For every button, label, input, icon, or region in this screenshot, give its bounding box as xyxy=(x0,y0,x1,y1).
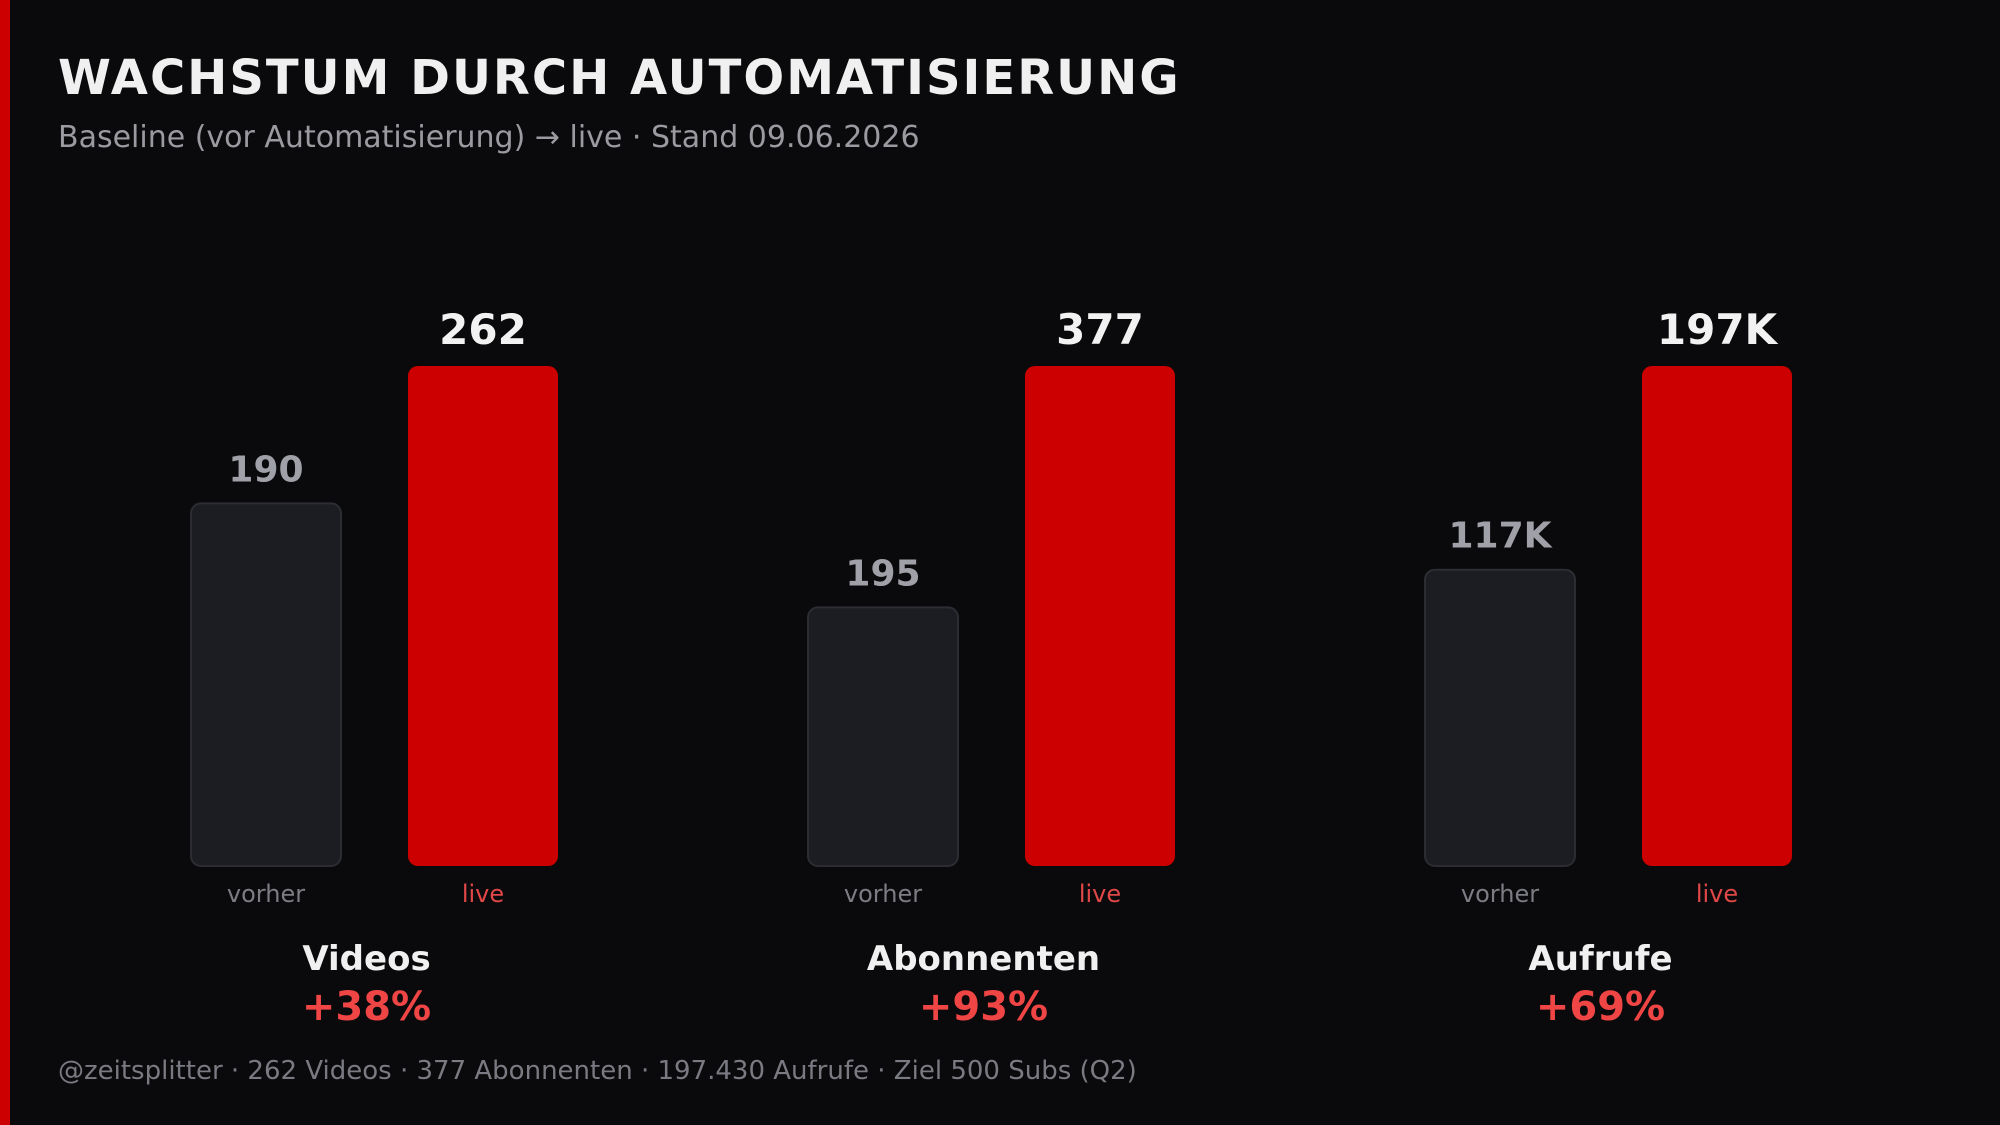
bar-live-1 xyxy=(1025,366,1175,866)
bar-vorher-2 xyxy=(1424,568,1576,867)
bar-value-label: 197K xyxy=(1657,305,1779,354)
bar-category-label: live xyxy=(1079,880,1121,908)
bar-category-label: vorher xyxy=(844,880,922,908)
bar-vorher-0 xyxy=(190,502,342,867)
footer-stats: @zeitsplitter · 262 Videos · 377 Abonnen… xyxy=(58,1056,1137,1086)
group-title: Abonnenten xyxy=(867,939,1100,979)
bar-live-2 xyxy=(1642,366,1792,866)
group-growth-percent: +93% xyxy=(919,984,1048,1030)
bar-category-label: live xyxy=(1696,880,1738,908)
group-growth-percent: +38% xyxy=(302,984,431,1030)
bar-value-label: 117K xyxy=(1448,516,1552,557)
bar-vorher-1 xyxy=(807,606,959,868)
bar-category-label: vorher xyxy=(227,880,305,908)
bar-category-label: live xyxy=(462,880,504,908)
page-title: WACHSTUM DURCH AUTOMATISIERUNG xyxy=(58,50,1181,106)
accent-stripe xyxy=(0,0,10,1125)
bar-live-0 xyxy=(408,366,558,866)
bar-value-label: 262 xyxy=(439,305,527,354)
group-title: Aufrufe xyxy=(1528,939,1672,979)
page-subtitle: Baseline (vor Automatisierung) → live · … xyxy=(58,120,920,155)
bar-value-label: 377 xyxy=(1056,305,1144,354)
bar-value-label: 195 xyxy=(845,553,920,594)
bar-value-label: 190 xyxy=(228,449,303,490)
bar-category-label: vorher xyxy=(1461,880,1539,908)
group-title: Videos xyxy=(302,939,430,979)
group-growth-percent: +69% xyxy=(1536,984,1665,1030)
